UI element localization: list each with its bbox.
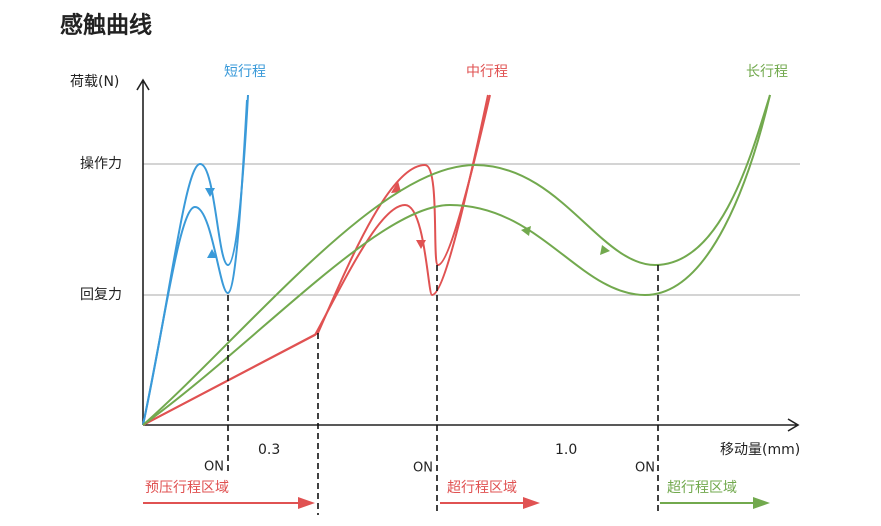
title: 感触曲线 <box>60 12 152 39</box>
x-label: 0.3 <box>258 442 280 458</box>
region-label: 超行程区域 <box>667 480 737 496</box>
region-label: 超行程区域 <box>447 480 517 496</box>
curve-label: 短行程 <box>224 64 266 80</box>
arrow <box>391 181 426 249</box>
arrow <box>521 226 610 255</box>
curve <box>142 94 489 426</box>
curve-label: 长行程 <box>746 64 788 80</box>
axes <box>136 78 800 432</box>
x-axis-label: 移动量(mm) <box>720 442 800 458</box>
on-label: ON <box>635 461 655 476</box>
region-arrow <box>523 497 540 509</box>
on-label: ON <box>413 461 433 476</box>
curve <box>142 99 248 426</box>
curve <box>142 94 771 426</box>
level-label: 操作力 <box>80 156 122 172</box>
on-label: ON <box>204 460 224 475</box>
curve-label: 中行程 <box>466 64 508 80</box>
region-arrow <box>298 497 315 509</box>
region-arrow <box>753 497 770 509</box>
x-label: 1.0 <box>555 442 577 458</box>
y-axis-label: 荷载(N) <box>70 74 119 90</box>
curve <box>142 94 771 426</box>
level-label: 回复力 <box>80 286 122 303</box>
region-label: 预压行程区域 <box>145 480 229 496</box>
